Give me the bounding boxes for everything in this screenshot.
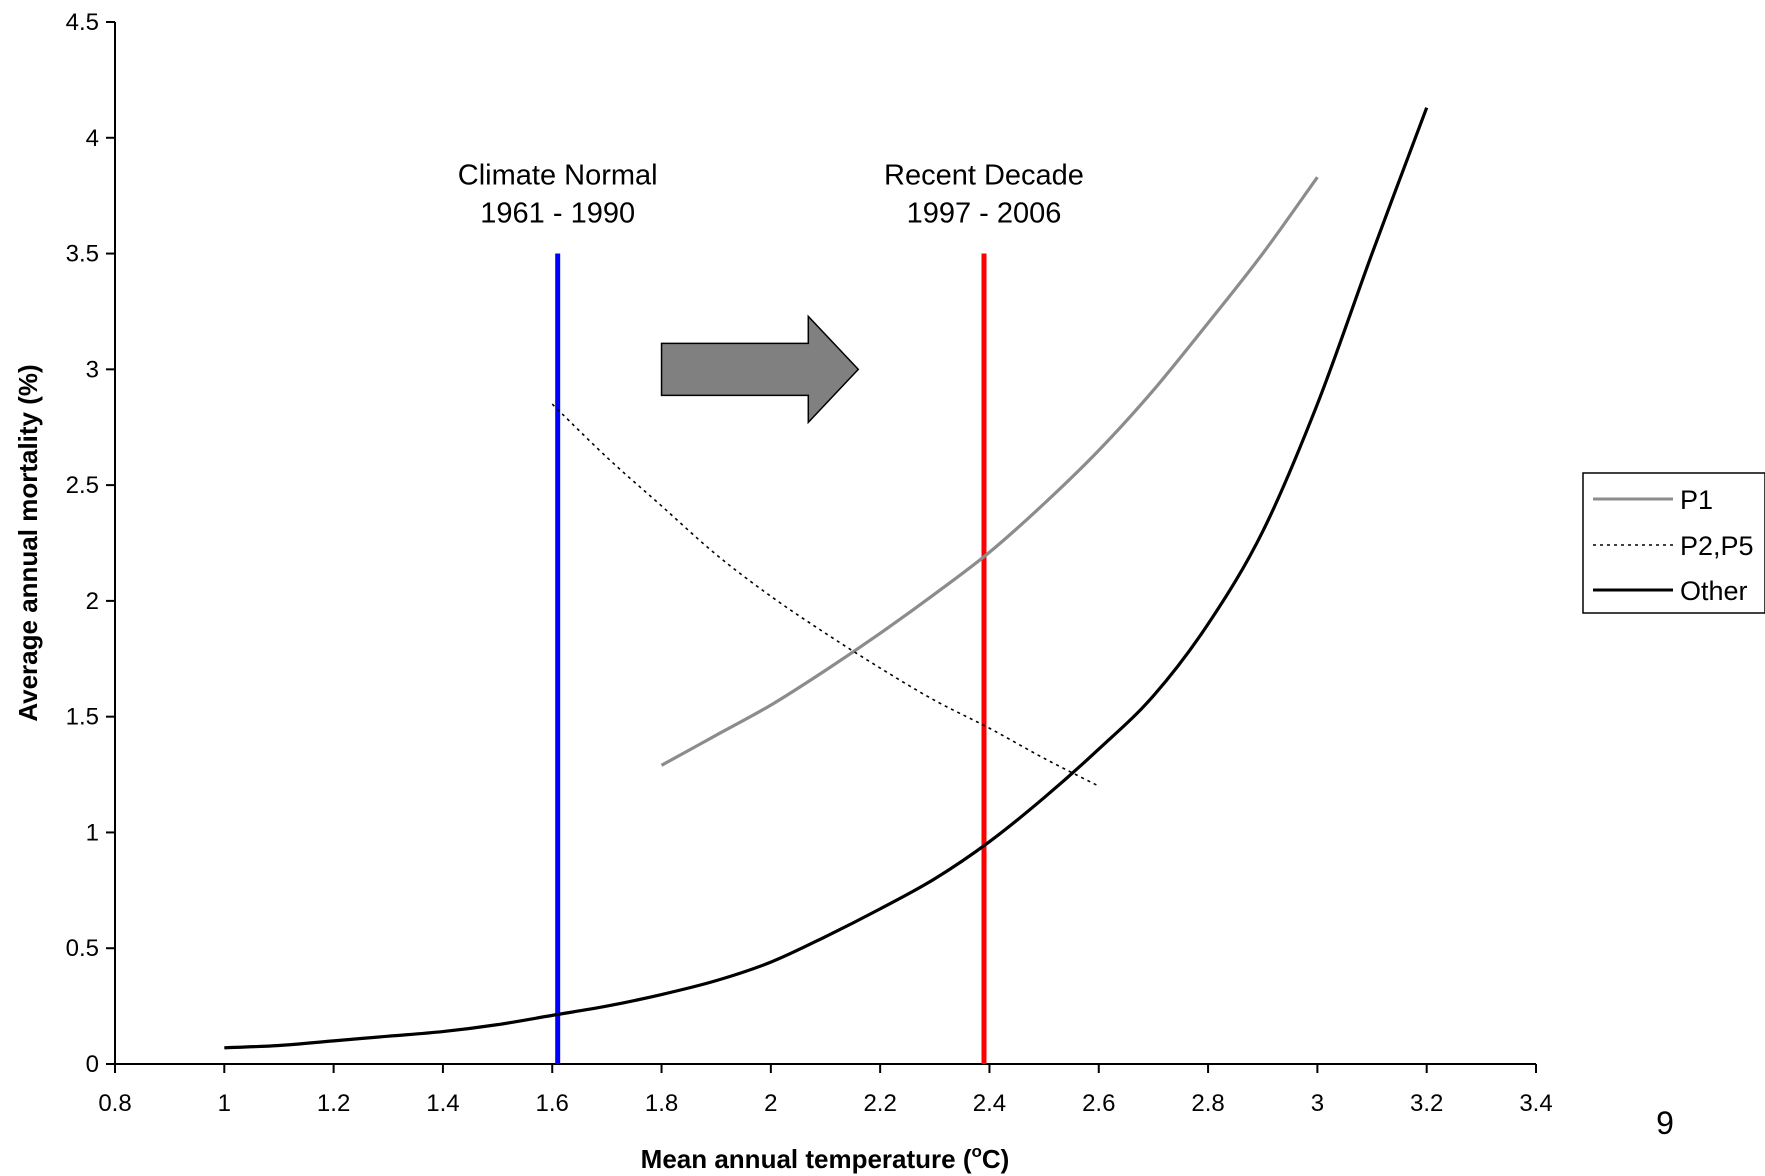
y-tick-label: 0	[86, 1051, 99, 1078]
x-axis-title: Mean annual temperature (oC)	[641, 1142, 1010, 1174]
x-tick-label: 3.2	[1410, 1090, 1443, 1117]
climate-normal-label-line2: 1961 - 1990	[480, 198, 635, 230]
legend-label-other: Other	[1680, 576, 1748, 606]
x-tick-label: 1.4	[426, 1090, 459, 1117]
recent-decade-label-line1: Recent Decade	[884, 160, 1084, 192]
series-other-line	[224, 107, 1429, 1050]
y-tick-label: 2	[86, 588, 99, 615]
x-tick-label: 1.8	[645, 1090, 678, 1117]
series-p2p5-line	[551, 403, 1100, 787]
legend-label-p1: P1	[1680, 485, 1713, 515]
x-tick-label: 1.2	[317, 1090, 350, 1117]
x-tick-label: 2.2	[863, 1090, 896, 1117]
x-tick-label: 2	[764, 1090, 777, 1117]
y-tick-label: 0.5	[66, 935, 99, 962]
y-tick-label: 2.5	[66, 472, 99, 499]
page-number: 9	[1656, 1105, 1674, 1141]
x-tick-label: 2.4	[973, 1090, 1006, 1117]
x-tick-label: 2.8	[1191, 1090, 1224, 1117]
x-tick-label: 1.6	[536, 1090, 569, 1117]
shift-arrow	[660, 314, 860, 425]
y-tick-label: 3	[86, 356, 99, 383]
y-tick-label: 1.5	[66, 704, 99, 731]
recent-decade-label-line2: 1997 - 2006	[907, 198, 1062, 230]
series-p1-line	[660, 176, 1319, 767]
y-tick-label: 1	[86, 819, 99, 846]
legend-label-p2p5: P2,P5	[1680, 531, 1754, 561]
x-tick-label: 0.8	[98, 1090, 131, 1117]
legend: P1 P2,P5 Other	[1582, 472, 1765, 614]
climate-normal-label-line1: Climate Normal	[458, 160, 658, 192]
x-tick-label: 3.4	[1519, 1090, 1552, 1117]
x-tick-label: 2.6	[1082, 1090, 1115, 1117]
y-tick-label: 4.5	[66, 9, 99, 36]
x-tick-label: 3	[1311, 1090, 1324, 1117]
y-tick-label: 3.5	[66, 241, 99, 268]
y-axis-title: Average annual mortality (%)	[13, 364, 43, 721]
y-tick-label: 4	[86, 125, 99, 152]
x-tick-label: 1	[218, 1090, 231, 1117]
